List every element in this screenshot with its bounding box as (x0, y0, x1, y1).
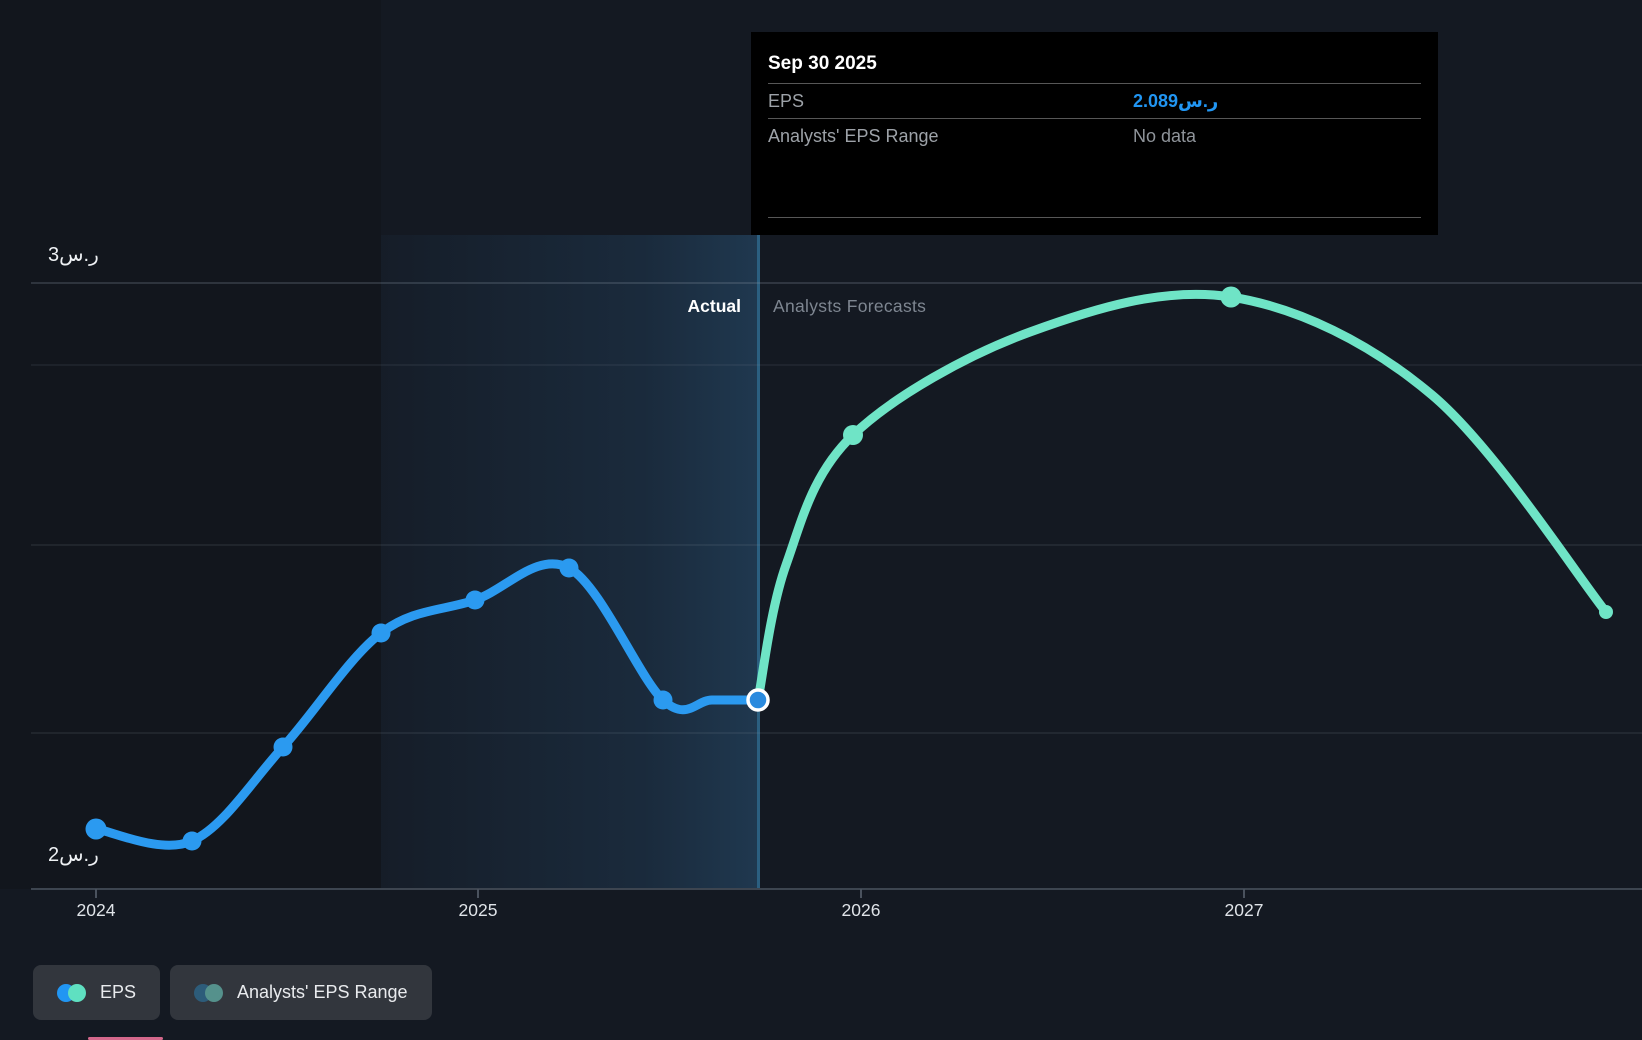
x-tick-2024: 2024 (76, 900, 116, 920)
tooltip-eps-range-value: No data (1133, 125, 1197, 146)
tooltip-eps-value: 2.089ر.س (1133, 90, 1219, 111)
tooltip-eps-range-label: Analysts' EPS Range (768, 125, 939, 146)
tooltip-date: Sep 30 2025 (768, 53, 877, 74)
tooltip-divider (768, 217, 1421, 218)
legend: EPS Analysts' EPS Range (33, 965, 432, 1020)
eps-series-icon (57, 983, 86, 1002)
y-axis-label-2: 2ر.س (48, 844, 99, 866)
legend-item-analysts-eps-range[interactable]: Analysts' EPS Range (170, 965, 432, 1020)
actual-forecast-divider (757, 235, 760, 889)
x-tick-2025: 2025 (458, 900, 498, 920)
y-axis-label-3: 3ر.س (48, 244, 99, 266)
legend-eps-label: EPS (100, 982, 137, 1002)
actual-label: Actual (687, 296, 741, 316)
forecast-label: Analysts Forecasts (773, 296, 927, 316)
hover-tooltip: Sep 30 2025 EPS 2.089ر.س Analysts' EPS R… (751, 32, 1438, 235)
tooltip-row-eps: EPS 2.089ر.س (768, 83, 1421, 118)
partial-element-bottom (88, 1037, 163, 1040)
legend-item-eps[interactable]: EPS (33, 965, 161, 1020)
pre-actual-zone (0, 0, 381, 889)
x-tick-2026: 2026 (841, 900, 881, 920)
legend-eps-range-label: Analysts' EPS Range (237, 982, 408, 1002)
eps-range-series-icon (194, 983, 224, 1002)
tooltip-eps-label: EPS (768, 90, 805, 111)
tooltip-row-eps-range: Analysts' EPS Range No data (768, 118, 1421, 153)
x-tick-2027: 2027 (1224, 900, 1264, 920)
